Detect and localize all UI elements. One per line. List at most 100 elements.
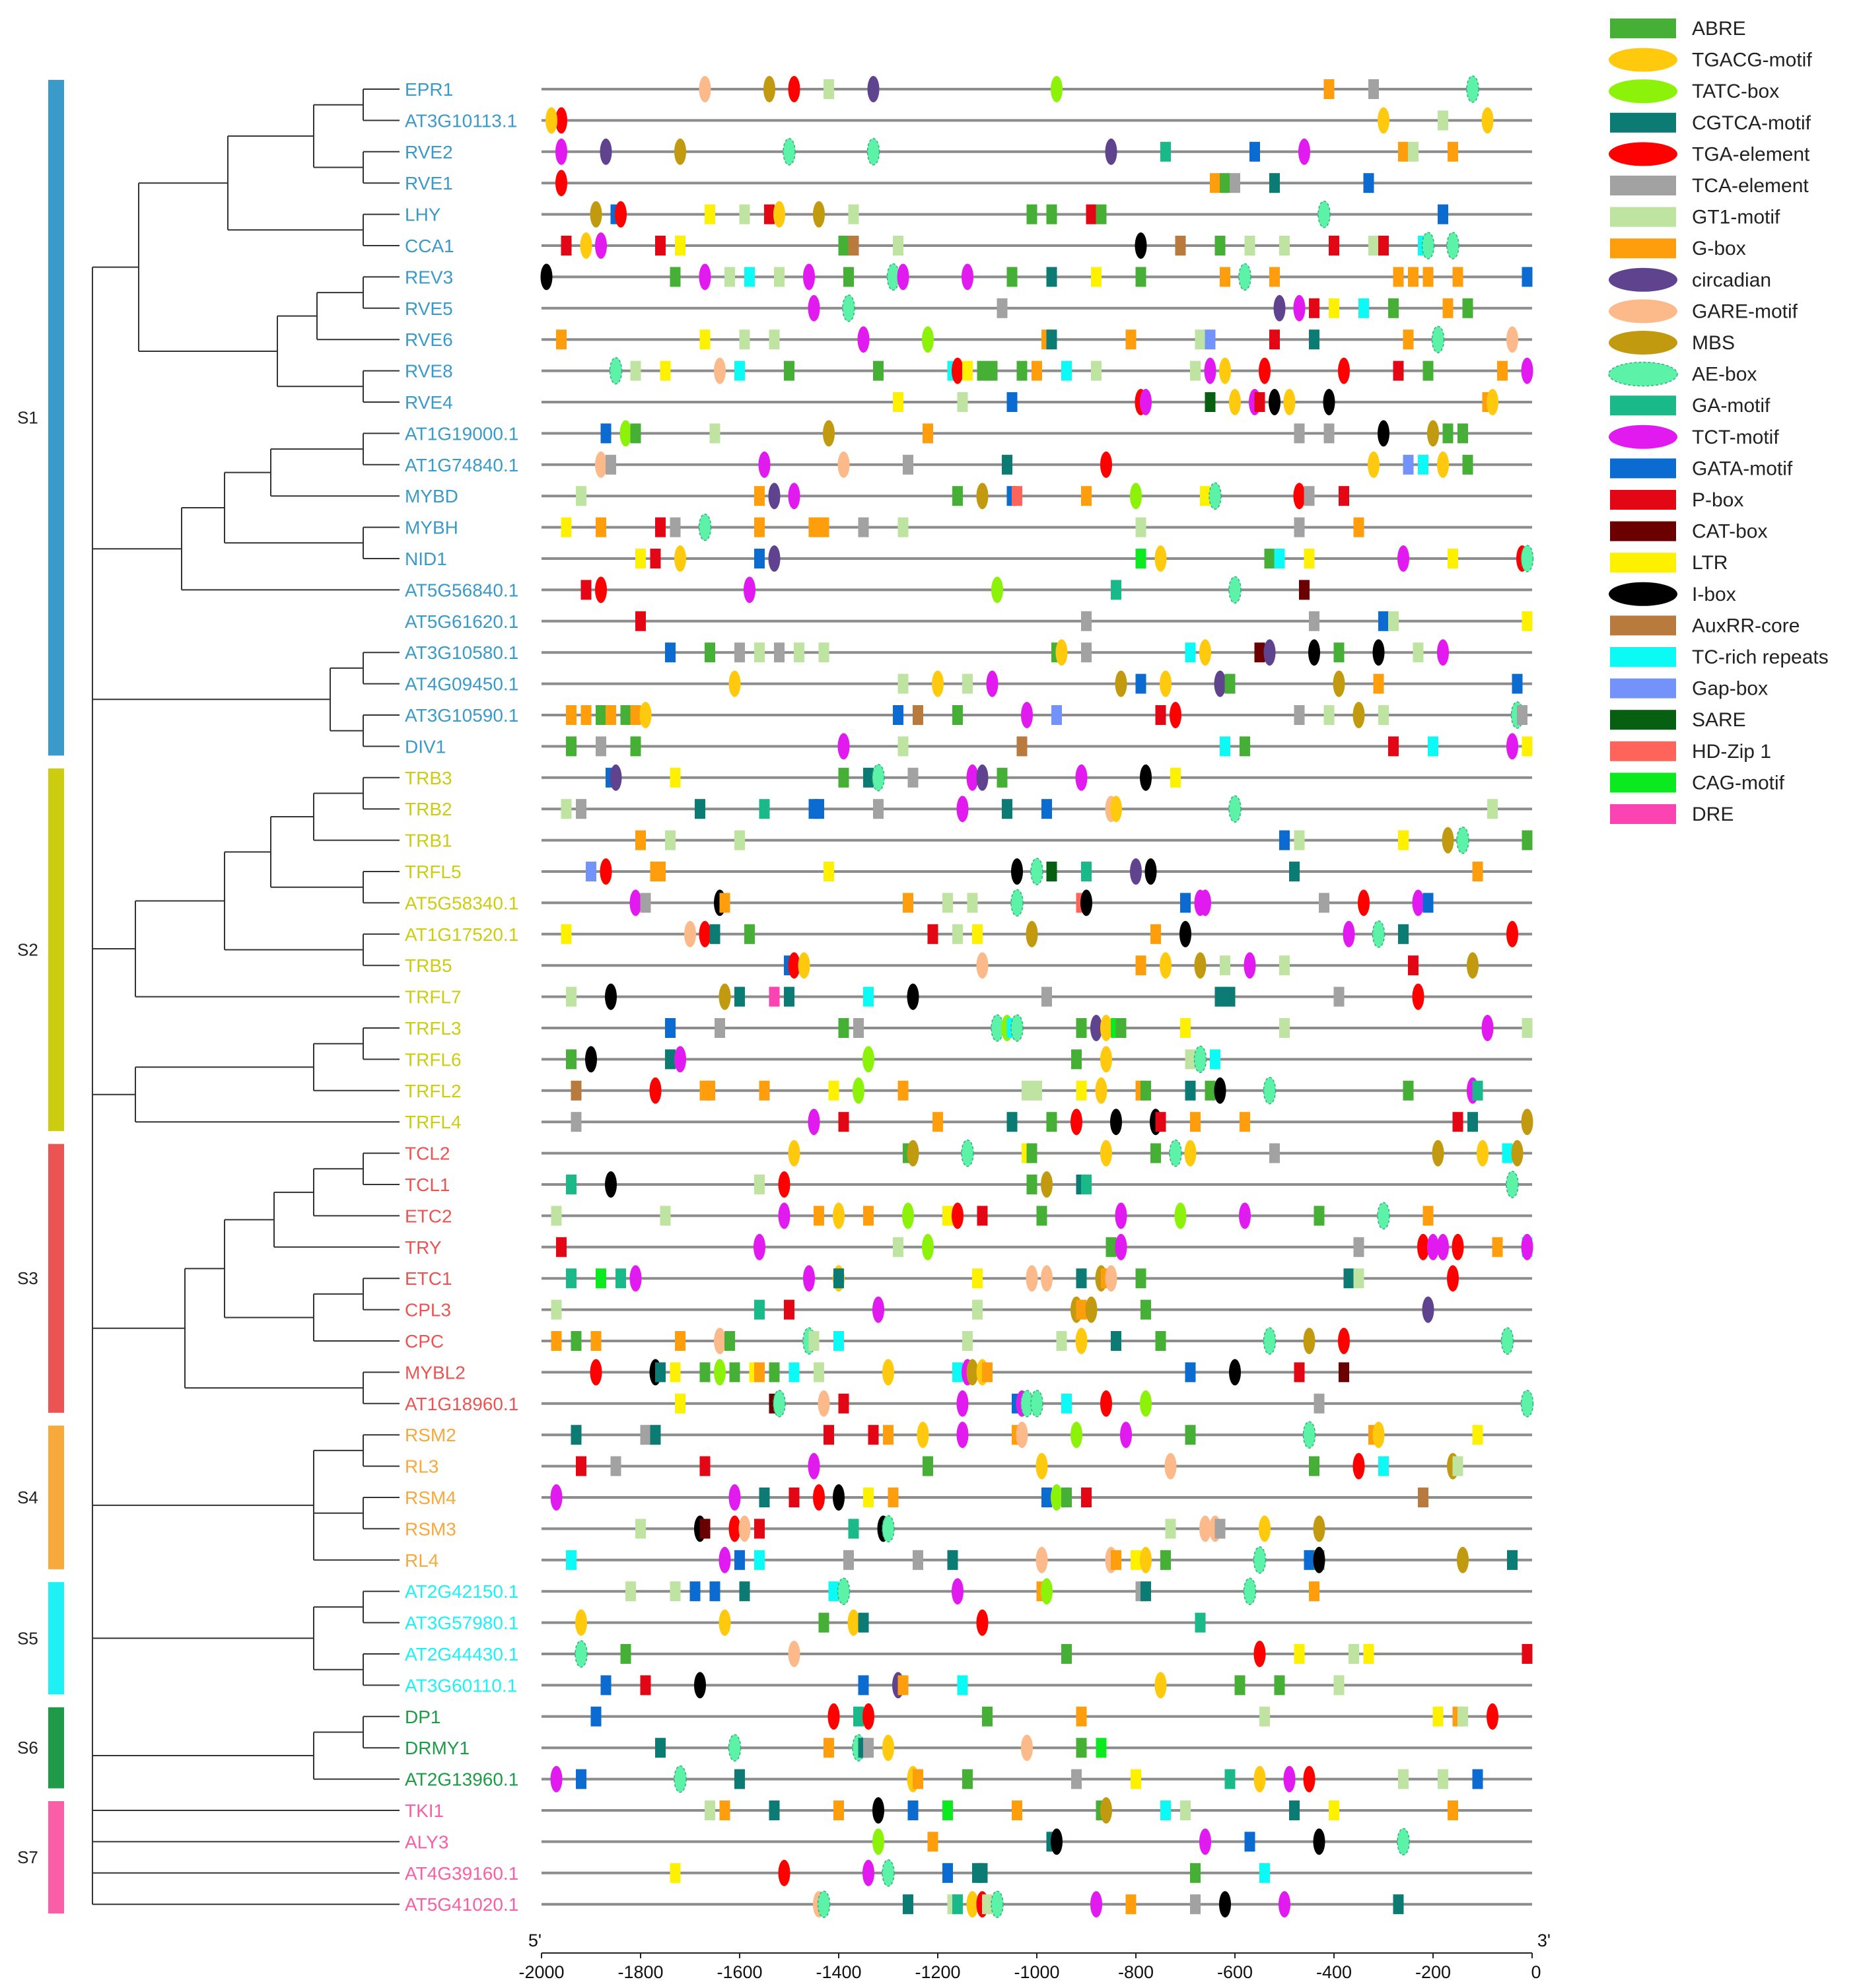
legend-label-cat-box: CAT-box: [1692, 521, 1767, 543]
element-gt1-motif-cca1: [1368, 236, 1379, 256]
legend-swatch-abre: [1610, 18, 1676, 38]
element-gare-motif-cpc: [714, 1328, 726, 1354]
legend-label-cgtca-motif: CGTCA-motif: [1692, 112, 1811, 134]
element-mbs-tcl2: [1432, 1140, 1444, 1167]
element-abre-at3g10590-1: [596, 705, 606, 725]
element-ae-box-cpc: [1500, 1327, 1514, 1355]
element-i-box-aly3: [1051, 1828, 1063, 1855]
element-g-box-rev3: [1408, 267, 1419, 287]
element-p-box-trfl4: [1155, 1112, 1166, 1132]
element-abre-rve5: [1462, 298, 1473, 318]
gene-label-at4g39160-1: AT4G39160.1: [405, 1863, 518, 1884]
element-gata-motif-rve4: [1006, 392, 1018, 412]
gene-label-rsm3: RSM3: [405, 1519, 456, 1539]
element-ae-box-at4g39160-1: [882, 1859, 895, 1887]
element-tga-element-trfl7: [1412, 983, 1424, 1010]
element-abre-lhy: [1026, 204, 1037, 224]
legend-label-hd-zip-1: HD-Zip 1: [1692, 741, 1771, 763]
element-gt1-motif-cpl3: [972, 1299, 983, 1320]
gene-label-trfl3: TRFL3: [405, 1018, 462, 1039]
element-g-box-etc2: [1422, 1206, 1434, 1226]
element-cgtca-motif-at4g39160-1: [977, 1863, 988, 1883]
element-tct-motif-trfl3: [1481, 1015, 1494, 1041]
element-ae-box-mybh: [698, 513, 712, 541]
element-cgtca-motif-trfl6: [665, 1049, 676, 1070]
legend-swatch-circadian: [1609, 267, 1677, 292]
element-circadian-trfl3: [1090, 1015, 1102, 1041]
element-gare-motif-epr1: [699, 76, 711, 102]
element-cgtca-motif-tki1: [769, 1800, 780, 1820]
element-tga-element-mybd: [1293, 483, 1306, 510]
element-p-box-cca1: [561, 236, 572, 256]
element-p-box-try: [556, 1237, 567, 1257]
element-ga-motif-trfl5: [1081, 862, 1092, 881]
element-gt1-motif-at3g10580-1: [1413, 642, 1424, 663]
element-ae-box-at5g41020-1: [991, 1890, 1004, 1918]
element-i-box-rve4: [1269, 389, 1280, 415]
element-gare-motif-at1g18960-1: [818, 1390, 830, 1417]
element-circadian-nid1: [768, 545, 781, 572]
element-tc-rich-repeats-trfl7: [863, 986, 874, 1007]
element-g-box-rve1: [1210, 173, 1220, 193]
element-auxrr-core-at3g10590-1: [913, 705, 923, 725]
element-ae-box-at5g56840-1: [1228, 576, 1242, 604]
element-cgtca-motif-rve1: [1269, 173, 1280, 193]
element-gt1-motif-rev3: [724, 267, 735, 287]
element-ltr-at1g17520-1: [972, 924, 983, 944]
element-g-box-at1g19000-1: [923, 423, 933, 444]
element-gt1-motif-etc2: [551, 1206, 562, 1226]
element-abre-rsm2: [1185, 1425, 1196, 1445]
element-gt1-motif-at4g09450-1: [897, 673, 909, 694]
element-mbs-rsm3: [1313, 1515, 1325, 1542]
legend: ABRE TGACG-motif TATC-box CGTCA-motif TGA-el…: [1608, 18, 1829, 825]
element-g-box-cpc: [590, 1331, 602, 1351]
element-gap-box-rve6: [1205, 329, 1216, 350]
element-cgtca-motif-trfl7: [1214, 986, 1226, 1007]
gene-label-trb3: TRB3: [405, 768, 452, 788]
element-p-box-rsm2: [824, 1425, 834, 1445]
gene-label-trb1: TRB1: [405, 831, 452, 851]
element-gata-motif-rve1: [1363, 173, 1374, 193]
element-tca-element-rl3: [610, 1456, 621, 1476]
element-gare-motif-drmy1: [1021, 1734, 1033, 1762]
element-tca-element-at5g58340-1: [640, 893, 651, 913]
element-abre-cpl3: [1140, 1299, 1151, 1320]
element-abre-trb3: [997, 767, 1008, 788]
legend-label-p-box: P-box: [1692, 489, 1743, 511]
element-tct-motif-rev3: [897, 263, 909, 291]
element-p-box-mybh: [655, 517, 666, 537]
element-gt1-motif-at2g42150-1: [670, 1581, 681, 1602]
element-abre-at1g19000-1: [1457, 423, 1468, 444]
element-g-box-trfl4: [1240, 1112, 1250, 1132]
element-gata-motif-at2g42150-1: [709, 1581, 720, 1602]
legend-swatch-ltr: [1610, 553, 1676, 573]
element-p-box-trb5: [1408, 955, 1419, 976]
element-p-box-at1g18960-1: [838, 1393, 849, 1414]
element-g-box-at4g09450-1: [1373, 673, 1384, 694]
legend-label-gata-motif: GATA-motif: [1692, 458, 1793, 479]
element-tca-element-rve1: [1230, 173, 1240, 193]
element-mbs-epr1: [763, 76, 775, 102]
element-tct-motif-trb3: [1075, 764, 1088, 791]
element-cgtca-motif-trb3: [863, 767, 874, 788]
element-mbs-at1g19000-1: [823, 420, 835, 447]
element-ltr-mybd: [1200, 486, 1210, 506]
element-ae-box-rl4: [1253, 1546, 1267, 1574]
element-abre-tcl2: [1150, 1143, 1161, 1163]
element-tgacg-motif-rsm2: [1372, 1422, 1385, 1449]
element-gt1-motif-trb5: [1279, 955, 1290, 976]
element-tca-element-at3g10590-1: [1294, 705, 1305, 725]
element-abre-at1g17520-1: [744, 924, 755, 944]
element-gt1-motif-cca1: [1279, 236, 1290, 256]
element-tct-motif-at5g58340-1: [1412, 889, 1424, 916]
element-tga-element-etc2: [952, 1202, 964, 1229]
element-p-box-nid1: [650, 549, 661, 568]
element-tct-motif-try: [754, 1233, 765, 1260]
element-gt1-motif-rsm3: [1165, 1519, 1176, 1539]
element-cgtca-motif-at1g17520-1: [1398, 924, 1409, 944]
element-i-box-at5g41020-1: [1219, 1891, 1231, 1918]
element-circadian-rve2: [1105, 138, 1117, 165]
gene-label-etc2: ETC2: [405, 1206, 452, 1226]
axis-tick-label: -800: [1118, 1962, 1154, 1982]
gene-label-drmy1: DRMY1: [405, 1738, 470, 1758]
